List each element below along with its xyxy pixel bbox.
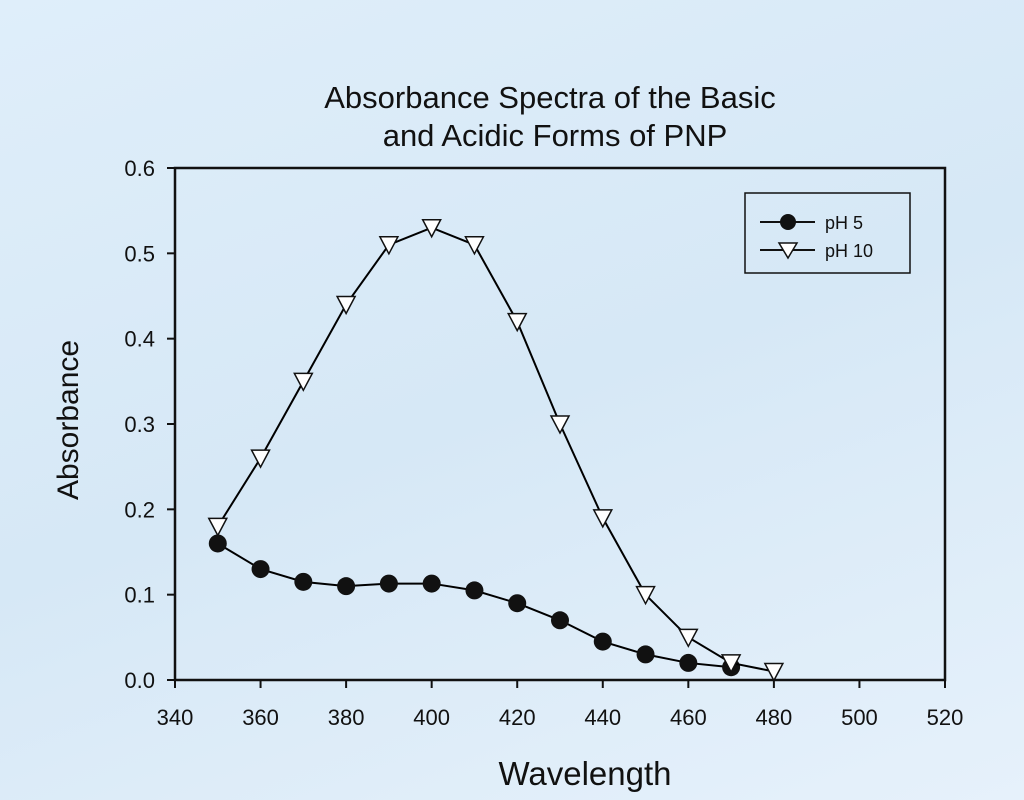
data-point-ph10 bbox=[635, 585, 656, 606]
data-point-ph5 bbox=[508, 594, 527, 613]
y-tick-label: 0.5 bbox=[124, 241, 155, 266]
x-tick-label: 440 bbox=[584, 705, 621, 730]
legend: pH 5 pH 10 bbox=[744, 192, 911, 274]
data-point-ph10 bbox=[592, 509, 614, 529]
legend-label-ph5: pH 5 bbox=[825, 213, 863, 233]
x-tick-label: 380 bbox=[328, 705, 365, 730]
data-point-ph5 bbox=[294, 572, 313, 591]
legend-marker-ph5 bbox=[780, 214, 796, 230]
data-point-ph5 bbox=[636, 645, 655, 664]
data-point-ph5 bbox=[551, 611, 569, 630]
y-tick-label: 0.4 bbox=[124, 327, 155, 352]
x-axis-label: Wavelength bbox=[498, 755, 671, 792]
data-point-ph5 bbox=[465, 581, 484, 600]
data-point-ph5 bbox=[251, 560, 270, 579]
y-tick-label: 0.2 bbox=[124, 497, 155, 522]
data-point-ph10 bbox=[207, 517, 229, 538]
x-tick-label: 520 bbox=[927, 705, 964, 730]
x-tick-label: 480 bbox=[756, 705, 793, 730]
data-point-ph10 bbox=[293, 372, 314, 392]
data-point-ph5 bbox=[379, 574, 398, 593]
series-line-ph5 bbox=[217, 542, 732, 669]
x-tick-label: 460 bbox=[670, 705, 707, 730]
data-point-ph5 bbox=[337, 577, 356, 596]
y-axis-label: Absorbance bbox=[52, 340, 85, 500]
y-tick-label: 0.0 bbox=[124, 668, 155, 693]
data-point-ph10 bbox=[549, 415, 571, 435]
x-tick-label: 340 bbox=[157, 705, 194, 730]
series-line-ph10 bbox=[216, 226, 775, 673]
legend-marker-ph10 bbox=[777, 242, 799, 260]
chart-title-line2: and Acidic Forms of PNP bbox=[383, 118, 728, 153]
chart-title-line1: Absorbance Spectra of the Basic bbox=[324, 80, 775, 115]
data-point-ph5 bbox=[679, 653, 698, 672]
legend-box bbox=[744, 192, 911, 274]
data-point-ph10 bbox=[678, 628, 699, 648]
y-tick-label: 0.3 bbox=[124, 412, 155, 437]
legend-label-ph10: pH 10 bbox=[825, 241, 873, 261]
data-point-ph10 bbox=[378, 236, 400, 256]
data-point-ph10 bbox=[335, 295, 357, 316]
data-point-ph10 bbox=[763, 662, 785, 683]
x-tick-label: 360 bbox=[242, 705, 279, 730]
y-tick-label: 0.6 bbox=[124, 156, 155, 181]
data-point-ph10 bbox=[421, 218, 442, 239]
data-point-ph10 bbox=[720, 654, 742, 674]
x-tick-label: 500 bbox=[841, 705, 878, 730]
data-point-ph10 bbox=[250, 449, 271, 469]
data-point-ph10 bbox=[506, 312, 528, 333]
data-point-ph5 bbox=[593, 632, 612, 651]
x-tick-label: 420 bbox=[499, 705, 536, 730]
data-point-ph10 bbox=[464, 236, 485, 256]
data-point-ph5 bbox=[422, 574, 441, 593]
x-tick-label: 400 bbox=[413, 705, 450, 730]
y-tick-label: 0.1 bbox=[124, 583, 155, 608]
data-point-ph5 bbox=[208, 534, 227, 553]
